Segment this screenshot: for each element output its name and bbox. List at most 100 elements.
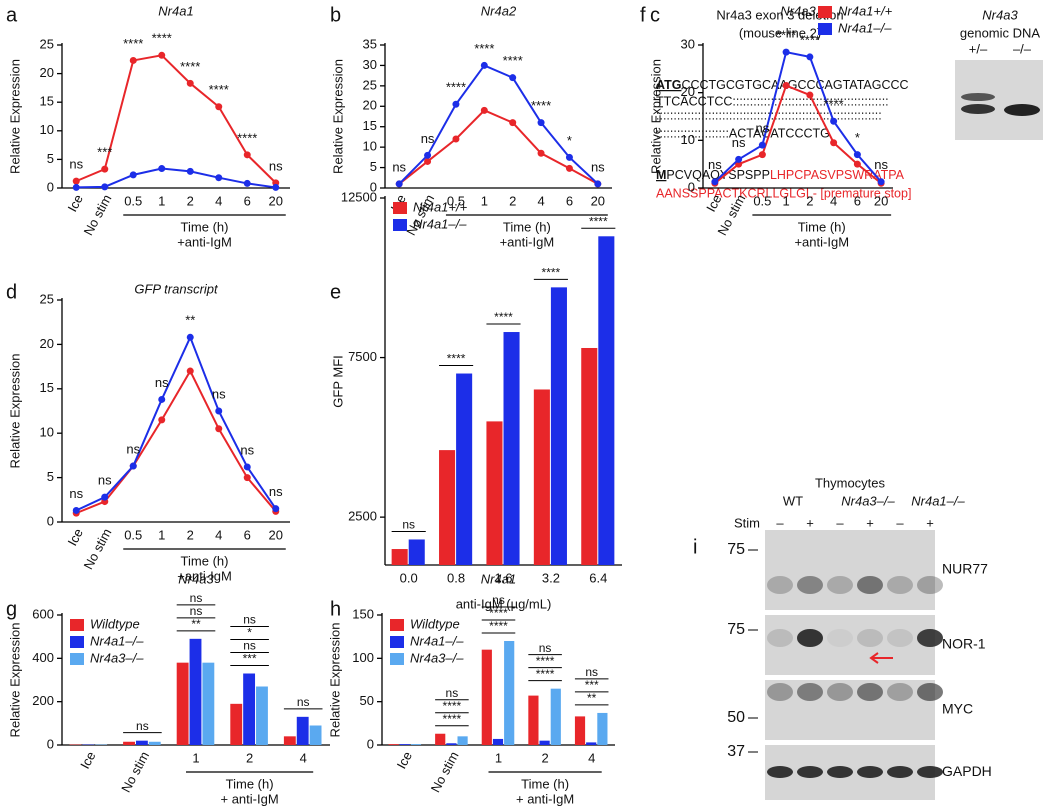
series-line <box>75 334 277 512</box>
data-point <box>480 61 488 69</box>
blot-image <box>765 530 935 610</box>
data-point <box>186 167 194 175</box>
chart-title: Nr4a1 <box>481 571 516 586</box>
data-point <box>101 493 109 501</box>
panel-letter: d <box>6 281 17 303</box>
blot-band <box>887 766 913 778</box>
y-tick-label: 20 <box>40 336 54 351</box>
y-tick-label: 15 <box>40 94 54 109</box>
y-tick-label: 35 <box>363 36 377 51</box>
dna-sequence: TTCACCTCC:::::::::::::::::::::::::::::::… <box>656 94 889 108</box>
significance: **** <box>800 32 820 47</box>
data-point <box>243 151 251 159</box>
gel-band <box>1004 104 1040 116</box>
data-point <box>509 74 517 82</box>
blot-band <box>887 576 913 594</box>
x-tick-label: 0.0 <box>400 570 418 585</box>
significance: * <box>247 626 252 640</box>
data-point <box>243 179 251 187</box>
significance: ns <box>269 158 283 173</box>
legend-label: Nr4a1–/– <box>410 633 464 648</box>
significance: * <box>855 130 860 145</box>
panel-letter: i <box>693 536 697 558</box>
chart-title: Nr4a3 <box>178 571 214 586</box>
x-axis-label: Time (h) <box>798 219 846 234</box>
y-tick-label: 0 <box>370 179 377 194</box>
x-tick-label: 6 <box>244 527 251 542</box>
bar <box>550 287 567 565</box>
significance: ns <box>297 695 310 709</box>
y-tick-label: 5 <box>370 159 377 174</box>
significance: **** <box>209 82 229 97</box>
x-tick-label: Ice <box>77 749 98 771</box>
y-tick-label: 0 <box>367 736 374 751</box>
x-tick-label: 0.5 <box>447 193 465 208</box>
data-point <box>272 505 280 513</box>
significance: ns <box>243 613 256 627</box>
legend-swatch <box>70 653 84 665</box>
protein-sequence: MPCVQAQYSPSPPLHPCPASVPSWRATPA <box>656 168 905 182</box>
bar <box>283 736 296 745</box>
data-point <box>565 153 573 161</box>
data-point <box>853 151 861 159</box>
legend-swatch <box>70 636 84 648</box>
data-point <box>711 178 719 186</box>
significance: *** <box>585 678 599 692</box>
y-tick-label: 15 <box>363 118 377 133</box>
bar <box>399 744 410 745</box>
significance: ns <box>585 665 598 679</box>
x-axis-label: Time (h) <box>181 553 229 568</box>
legend-label: Nr4a3–/– <box>90 650 144 665</box>
blots: – + – + – + NUR77 75 NOR-1 75 MYC 50 GAPDH 37 <box>727 515 992 800</box>
chart-title: Nr4a3 <box>780 3 816 18</box>
significance: ns <box>98 473 112 488</box>
significance: ns <box>155 375 169 390</box>
y-tick-label: 0 <box>47 179 54 194</box>
blot-band <box>857 576 883 594</box>
lane-label: +/– <box>969 41 988 56</box>
data-point <box>509 119 517 127</box>
bar <box>446 743 457 745</box>
x-tick-label: 2 <box>187 527 194 542</box>
y-tick-label: 100 <box>352 650 374 665</box>
blot-band <box>917 629 943 647</box>
data-point <box>758 151 766 159</box>
significance: **** <box>123 36 143 51</box>
bar <box>296 716 309 745</box>
data-point <box>806 91 814 99</box>
group-label: Nr4a1–/– <box>911 493 965 508</box>
y-tick-label: 400 <box>32 650 54 665</box>
data-point <box>158 165 166 173</box>
data-point <box>480 106 488 114</box>
blot-band <box>797 766 823 778</box>
data-point <box>101 165 109 173</box>
data-point <box>215 174 223 182</box>
blot-band <box>767 576 793 594</box>
significance: ns <box>126 441 140 456</box>
data-point <box>424 151 432 159</box>
size-marker: 50 <box>727 709 745 726</box>
x-tick-label: 0.5 <box>753 193 771 208</box>
significance: **** <box>503 53 523 68</box>
data-point <box>758 141 766 149</box>
data-point <box>830 139 838 147</box>
data-point <box>735 155 743 163</box>
x-tick-label: 6 <box>244 193 251 208</box>
frameshift-sequence: AANSSPPACTKCRLLGLGL- [premature stop] <box>656 186 911 200</box>
bar <box>123 741 135 745</box>
x-axis-label: + anti-IgM <box>516 791 574 806</box>
bar <box>408 539 425 565</box>
significance: ns <box>446 686 459 700</box>
bar <box>256 686 268 745</box>
panel-letter: b <box>330 4 341 26</box>
data-point <box>565 164 573 172</box>
significance: ns <box>69 157 83 172</box>
significance: **** <box>776 28 796 43</box>
significance: **** <box>824 97 844 112</box>
significance: ns <box>708 157 722 172</box>
series-line <box>75 368 277 515</box>
significance: *** <box>97 145 112 160</box>
significance: **** <box>531 98 551 113</box>
series-line <box>398 109 599 185</box>
y-axis-label: Relative Expression <box>330 59 345 174</box>
